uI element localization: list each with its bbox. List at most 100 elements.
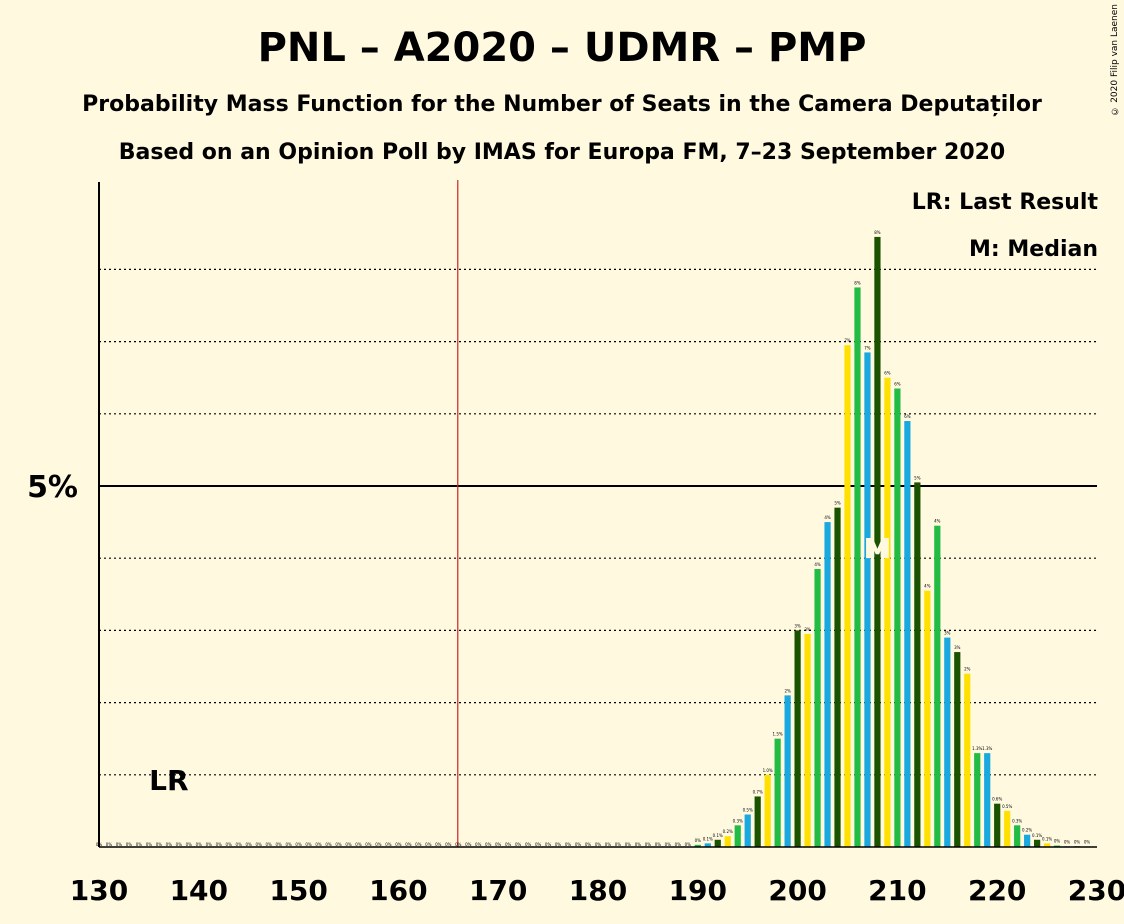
zero-label-167: 0% (465, 842, 472, 847)
data-label-200: 3% (794, 623, 801, 628)
zero-label-157: 0% (365, 842, 372, 847)
data-label-207: 7% (864, 345, 871, 350)
data-label-212: 5% (914, 475, 921, 480)
data-label-206: 8% (854, 280, 861, 285)
bar-seat-218 (974, 753, 981, 847)
zero-label-171: 0% (505, 842, 512, 847)
bar-seat-214 (934, 525, 941, 847)
bar-seat-217 (964, 673, 971, 847)
bar-seat-211 (904, 421, 911, 847)
y-tick-label-5: 5% (27, 470, 78, 505)
data-label-217: 2% (964, 667, 971, 672)
bar-seat-193 (724, 836, 731, 847)
data-label-203: 4% (824, 515, 831, 520)
zero-label-169: 0% (485, 842, 492, 847)
x-tick-label-140: 140 (170, 874, 228, 907)
data-label-215: 3% (944, 631, 951, 636)
zero-label-154: 0% (335, 842, 342, 847)
zero-label-152: 0% (315, 842, 322, 847)
data-label-205: 7% (844, 338, 851, 343)
data-label-219: 1.3% (982, 746, 992, 751)
zero-label-162: 0% (415, 842, 422, 847)
legend-median: M: Median (969, 237, 1098, 262)
data-label-199: 2% (784, 688, 791, 693)
zero-label-136: 0% (156, 842, 163, 847)
zero-label-186: 0% (655, 842, 662, 847)
zero-label-181: 0% (605, 842, 612, 847)
zero-label-144: 0% (236, 842, 243, 847)
zero-label-176: 0% (555, 842, 562, 847)
zero-labels-group: 0% 0% 0% 0% 0% 0% 0% 0% 0% 0% 0% 0% 0% 0% 0% 0% 0% 0% 0% 0%… (96, 842, 691, 847)
chart-source-subtitle: Based on an Opinion Poll by IMAS for Eur… (118, 140, 1006, 165)
zero-label-155: 0% (345, 842, 352, 847)
bar-seat-210 (894, 388, 901, 847)
grid-lines (99, 180, 1097, 847)
bar-seat-195 (744, 814, 751, 847)
zero-label-174: 0% (535, 842, 542, 847)
bar-seat-209 (884, 377, 891, 847)
zero-label-185: 0% (645, 842, 652, 847)
data-label-210: 6% (894, 382, 901, 387)
bar-seat-216 (954, 652, 961, 847)
zero-label-158: 0% (375, 842, 382, 847)
zero-label-179: 0% (585, 842, 592, 847)
bar-seat-199 (784, 695, 791, 847)
x-tick-label-210: 210 (868, 874, 926, 907)
zero-label-182: 0% (615, 842, 622, 847)
bar-seat-208 (874, 236, 881, 847)
zero-label-180: 0% (595, 842, 602, 847)
bar-seat-207 (864, 352, 871, 847)
data-label-204: 5% (834, 501, 841, 506)
zero-label-133: 0% (126, 842, 133, 847)
bar-seat-203 (824, 522, 831, 847)
x-tick-label-160: 160 (369, 874, 427, 907)
data-label-193: 0.2% (723, 829, 733, 834)
data-label-195: 0.5% (743, 808, 753, 813)
zero-label-160: 0% (395, 842, 402, 847)
zero-label-156: 0% (355, 842, 362, 847)
data-labels-group: 0% 0.1%0.1%0.2%0.3%0.5%0.7%1.0%1.5%2%3%3%… (695, 230, 1091, 844)
zero-label-172: 0% (515, 842, 522, 847)
zero-label-175: 0% (545, 842, 552, 847)
zero-label-151: 0% (305, 842, 312, 847)
bar-seat-222 (1014, 825, 1021, 847)
bar-seat-194 (734, 825, 741, 847)
last-result-marker: LR (149, 764, 188, 797)
zero-label-177: 0% (565, 842, 572, 847)
zero-label-153: 0% (325, 842, 332, 847)
bar-seat-212 (914, 482, 921, 847)
zero-label-173: 0% (525, 842, 532, 847)
data-label-228: 0% (1074, 839, 1081, 844)
legend-last-result: LR: Last Result (912, 190, 1099, 215)
zero-label-141: 0% (206, 842, 213, 847)
zero-label-134: 0% (136, 842, 143, 847)
zero-label-138: 0% (176, 842, 183, 847)
data-label-227: 0% (1064, 839, 1071, 844)
data-label-208: 8% (874, 230, 881, 235)
zero-label-188: 0% (675, 842, 682, 847)
zero-label-132: 0% (116, 842, 123, 847)
x-tick-label-190: 190 (669, 874, 727, 907)
data-label-202: 4% (814, 562, 821, 567)
bar-seat-197 (764, 774, 771, 847)
bar-seat-191 (704, 843, 711, 847)
bar-seat-215 (944, 637, 951, 847)
zero-label-131: 0% (106, 842, 113, 847)
zero-label-184: 0% (635, 842, 642, 847)
data-label-226: 0% (1054, 839, 1061, 844)
zero-label-168: 0% (475, 842, 482, 847)
data-label-224: 0.1% (1032, 833, 1042, 838)
zero-label-161: 0% (405, 842, 412, 847)
data-label-222: 0.3% (1012, 818, 1022, 823)
bar-seat-190 (694, 844, 701, 847)
zero-label-145: 0% (246, 842, 253, 847)
data-label-220: 0.6% (992, 797, 1002, 802)
bar-seat-192 (714, 839, 721, 847)
data-label-225: 0.1% (1042, 836, 1052, 841)
data-label-198: 1.5% (773, 732, 783, 737)
bar-seat-196 (754, 796, 761, 847)
zero-label-164: 0% (435, 842, 442, 847)
zero-label-135: 0% (146, 842, 153, 847)
bar-seat-200 (794, 630, 801, 847)
data-label-197: 1.0% (763, 768, 773, 773)
